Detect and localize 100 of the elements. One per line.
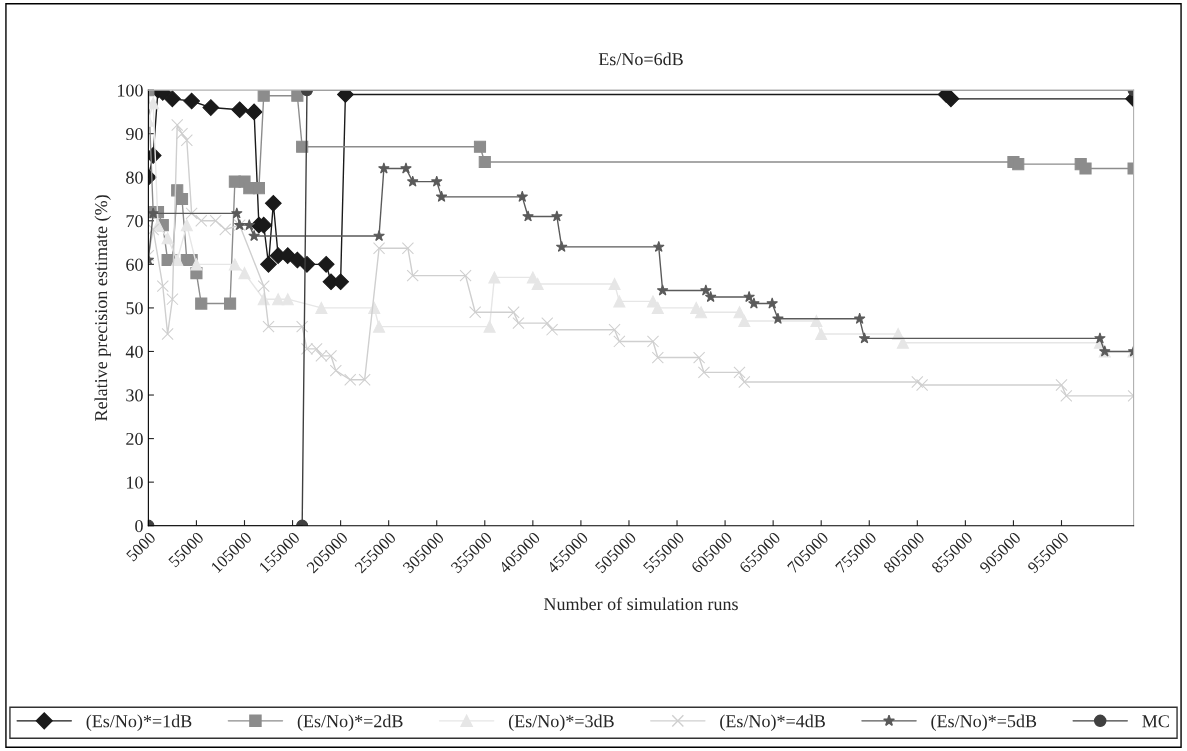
point xyxy=(551,210,563,222)
y-tick-label: 80 xyxy=(126,171,143,184)
point xyxy=(260,255,277,273)
point xyxy=(858,332,871,344)
y-tick-label: 100 xyxy=(118,84,143,97)
legend-label: (Es/No)*=5dB xyxy=(931,714,1037,731)
point xyxy=(228,258,241,271)
point xyxy=(522,210,534,222)
point xyxy=(815,327,828,341)
point xyxy=(516,190,529,202)
point xyxy=(344,373,357,386)
point xyxy=(483,320,496,333)
point xyxy=(652,240,665,252)
y-tick-label: 50 xyxy=(126,302,143,315)
point xyxy=(738,375,751,389)
legend-label: (Es/No)*=3dB xyxy=(508,714,614,731)
point xyxy=(1079,162,1092,175)
point xyxy=(651,301,664,314)
point xyxy=(257,280,270,293)
point xyxy=(264,194,282,212)
point xyxy=(183,92,200,110)
legend-label: MC xyxy=(1142,715,1169,728)
point xyxy=(148,223,160,236)
point xyxy=(743,290,755,303)
point xyxy=(224,297,237,310)
point xyxy=(296,320,309,333)
point xyxy=(704,290,717,303)
point xyxy=(430,175,443,187)
point xyxy=(401,242,414,255)
y-tick-label: 0 xyxy=(135,519,143,533)
point xyxy=(372,320,386,333)
point xyxy=(317,255,335,273)
y-tick-label: 90 xyxy=(126,127,143,141)
point xyxy=(541,317,554,330)
point xyxy=(697,366,711,379)
point xyxy=(613,335,626,348)
x-axis-title: Number of simulation runs xyxy=(543,597,738,611)
point xyxy=(693,351,706,364)
y-tick-label: 20 xyxy=(126,432,143,446)
point xyxy=(608,323,621,336)
point xyxy=(148,97,160,110)
point xyxy=(531,277,544,291)
point xyxy=(195,214,208,227)
point xyxy=(646,335,660,348)
point xyxy=(1094,332,1106,344)
point xyxy=(175,127,189,140)
point xyxy=(248,229,260,242)
point xyxy=(608,277,621,291)
point xyxy=(156,280,169,293)
point xyxy=(166,293,179,306)
chart-title: Es/No=6dB xyxy=(598,52,683,66)
point xyxy=(373,229,385,242)
point xyxy=(911,375,924,389)
point xyxy=(372,242,386,255)
point xyxy=(358,373,371,386)
point xyxy=(555,240,568,252)
point xyxy=(378,162,390,174)
point xyxy=(252,182,265,195)
point xyxy=(315,301,328,314)
point xyxy=(406,269,419,282)
y-axis-title: Relative precision estimate (%) xyxy=(94,195,111,421)
point xyxy=(329,364,342,377)
y-tick-label: 70 xyxy=(126,215,143,228)
point xyxy=(406,175,419,187)
point xyxy=(190,258,203,271)
point xyxy=(245,103,263,121)
point xyxy=(231,101,249,119)
point xyxy=(810,314,823,328)
point xyxy=(1055,378,1068,392)
point xyxy=(613,295,626,308)
point xyxy=(185,207,198,220)
y-tick-label: 60 xyxy=(126,258,143,271)
point xyxy=(243,219,256,231)
y-tick-label: 30 xyxy=(126,389,143,402)
point xyxy=(478,155,491,169)
point xyxy=(507,306,520,319)
point xyxy=(231,207,243,219)
point xyxy=(209,214,222,227)
point xyxy=(473,140,487,153)
point xyxy=(896,336,909,349)
point xyxy=(296,140,309,153)
point xyxy=(161,327,174,341)
point xyxy=(180,219,193,232)
point xyxy=(748,297,760,309)
point xyxy=(202,99,220,116)
point xyxy=(772,312,784,324)
point xyxy=(400,162,412,174)
y-tick-label: 40 xyxy=(125,345,143,358)
legend-label: (Es/No)*=2dB xyxy=(297,714,403,731)
point xyxy=(1060,389,1073,402)
point xyxy=(238,266,251,280)
point xyxy=(175,192,189,206)
point xyxy=(488,271,501,284)
point xyxy=(700,284,712,296)
point xyxy=(459,269,472,282)
point xyxy=(161,232,174,245)
point xyxy=(180,134,193,147)
point xyxy=(733,366,746,379)
point xyxy=(942,90,960,108)
point xyxy=(916,378,929,392)
